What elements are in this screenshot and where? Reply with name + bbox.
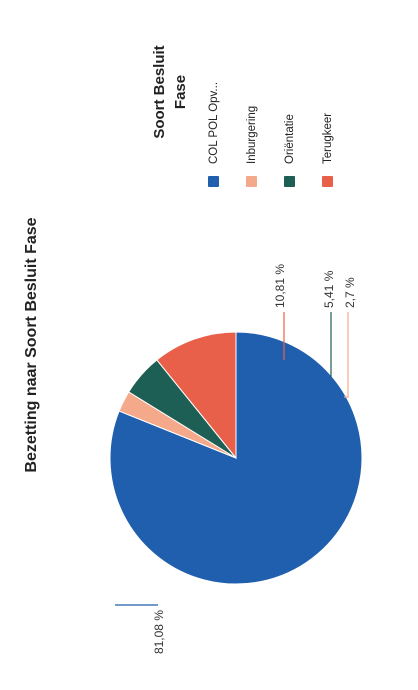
data-label-terugkeer: 10,81 % [273, 264, 287, 308]
leader-lines [115, 312, 349, 606]
data-label-inburgering: 2,7 % [343, 277, 357, 308]
data-label-orientatie: 5,41 % [322, 270, 336, 308]
data-label-col-pol: 81,08 % [152, 610, 166, 654]
legend-label-orientatie: Oriëntatie [284, 114, 296, 164]
pie-slice-terugkeer [156, 331, 237, 460]
legend-swatch-terugkeer [322, 176, 333, 187]
legend-title: Soort Besluit Fase [151, 45, 189, 138]
data-labels: 81,08 % 10,81 % 5,41 % 2,7 % [152, 264, 357, 654]
legend-label-inburgering: Inburgering [246, 106, 258, 164]
legend-title-line-1: Soort Besluit [151, 45, 168, 138]
legend: COL POL Opv... Inburgering Oriëntatie Te… [208, 82, 334, 187]
legend-label-col-pol: COL POL Opv... [208, 82, 220, 164]
legend-swatch-inburgering [246, 176, 257, 187]
legend-title-line-2: Fase [172, 75, 189, 109]
pie [109, 331, 363, 585]
legend-label-terugkeer: Terugkeer [322, 113, 334, 164]
leader-line-inburgering [344, 312, 349, 398]
legend-swatch-orientatie [284, 176, 295, 187]
pie-slice-col-pol [109, 331, 363, 585]
chart-title: Bezetting naar Soort Besluit Fase [23, 217, 40, 472]
legend-swatch-col-pol [208, 176, 219, 187]
